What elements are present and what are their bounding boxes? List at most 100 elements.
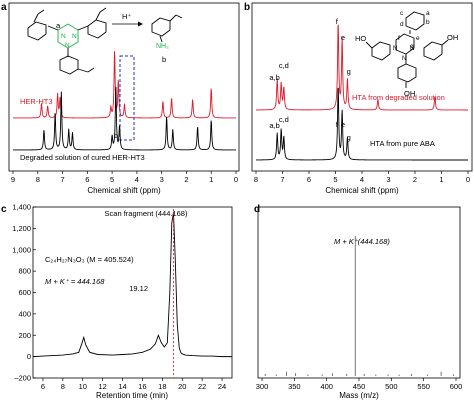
panel-a-reagent: H⁺ [122, 12, 131, 21]
panel-b-peak-label-6: c,d [279, 115, 289, 124]
panel-a-series-label-black: Degraded solution of cured HER-HT3 [20, 153, 145, 162]
panel-d-xtick-label-3: 450 [353, 382, 366, 391]
panel-c-letter: c [1, 204, 7, 215]
panel-b-peak-label-5: a,b [269, 121, 279, 130]
panel-c-ytick-label-2: 200 [18, 331, 31, 340]
panel-c-ytick-label-7: 1,200 [12, 224, 31, 233]
panel-d-xtick-label-5: 550 [417, 382, 430, 391]
panel-a-series-label-red: HER-HT3 [20, 97, 53, 106]
panel-d-xtick-label-2: 400 [320, 382, 333, 391]
panel-c-ytick-label-8: 1,400 [12, 203, 31, 212]
panel-a-xtick-label-2: 7 [60, 175, 64, 184]
panel-c-ion: M + K⁺ = 444.168 [45, 277, 105, 286]
panel-a-x-axis: 9 8 7 6 5 4 3 2 1 0 [11, 171, 238, 184]
panel-a-xtick-label-1: 8 [36, 175, 40, 184]
panel-c-xtick-label-2: 10 [79, 382, 87, 391]
panel-d-xtick-label-6: 600 [450, 382, 463, 391]
panel-a-frame [8, 2, 240, 172]
panel-a-arrow-head [138, 21, 143, 27]
panel-b-peak-label-4: g [347, 67, 351, 76]
panel-b-xtick-label-5: 3 [386, 175, 390, 184]
panel-a-product-structure [151, 14, 183, 43]
panel-a: a a N N N H⁺ [1, 2, 240, 195]
panel-d: d M + K⁺(444.168) 300 350 400 450 500 550 600 … [254, 204, 462, 400]
panel-d-xtick-label-4: 500 [385, 382, 398, 391]
panel-a-xtick-label-0: 9 [11, 175, 15, 184]
panel-d-x-axis: 300 350 400 450 500 550 600 [256, 378, 463, 391]
panel-d-peak-label: M + K⁺(444.168) [334, 237, 390, 246]
panel-b-series-label-black: HTA from pure ABA [370, 139, 435, 148]
panel-b-struct-c: c [400, 10, 404, 17]
panel-b-peak-label-1: c,d [279, 61, 289, 70]
panel-a-n-label-1: N [61, 33, 66, 40]
panel-b-oh-label-2: OH [404, 89, 415, 98]
panel-a-spectra [12, 51, 237, 151]
panel-b-xtick-label-6: 2 [413, 175, 417, 184]
panel-b-frame [251, 2, 473, 172]
panel-c-ytick-label-6: 1,000 [12, 245, 31, 254]
panel-c-xtick-label-6: 18 [158, 382, 166, 391]
panel-c-ytick-label-0: –200 [14, 374, 31, 383]
panel-b-series-0 [256, 24, 468, 111]
panel-a-xtick-label-9: 0 [234, 175, 238, 184]
panel-d-xtick-label-0: 300 [256, 382, 269, 391]
panel-c-xtick-label-9: 24 [218, 382, 226, 391]
panel-b-series-1 [256, 87, 468, 161]
panel-b-peak-label-7: f [336, 120, 339, 129]
panel-b-xlabel: Chemical shift (ppm) [325, 186, 399, 195]
panel-a-peak-marker: b [114, 131, 118, 140]
panel-a-highlight-box [119, 55, 135, 141]
panel-a-xlabel: Chemical shift (ppm) [87, 186, 161, 195]
panel-a-xtick-label-4: 5 [110, 175, 114, 184]
panel-c-xtick-label-4: 14 [118, 382, 126, 391]
panel-c-chromatogram [32, 209, 232, 378]
panel-b-peak-label-3: e [341, 33, 345, 42]
panel-a-structure-label-a: a [56, 21, 61, 30]
panel-c-xtick-label-0: 6 [41, 382, 45, 391]
panel-a-letter: a [1, 2, 7, 13]
panel-b-oh-label-1: OH [447, 33, 458, 42]
panel-c-xtick-label-8: 22 [198, 382, 206, 391]
panel-b-x-axis: 8 7 6 5 4 3 2 1 0 [254, 171, 470, 184]
panel-b-xtick-label-4: 4 [360, 175, 364, 184]
panel-b-peak-label-8: e [341, 120, 345, 129]
panel-c: c –200 0 200 400 600 800 1,000 1,200 1,400 6 8 10 12… [1, 203, 233, 400]
panel-a-xtick-label-3: 6 [85, 175, 89, 184]
panel-a-series-0 [12, 51, 236, 119]
panel-b-ho-label: HO [355, 34, 366, 43]
panel-a-n-label-3: N [65, 42, 70, 49]
panel-c-axes: –200 0 200 400 600 800 1,000 1,200 1,400 6 8 10 12 14… [12, 203, 226, 392]
panel-d-letter: d [254, 204, 260, 215]
panel-c-ytick-label-5: 800 [18, 267, 31, 276]
panel-b-n-label-1: N [393, 46, 397, 52]
panel-b-xtick-label-3: 5 [333, 175, 337, 184]
panel-d-xlabel: Mass (m/z) [339, 391, 379, 400]
panel-a-reactant-structure [27, 7, 107, 75]
panel-b-xtick-label-2: 6 [307, 175, 311, 184]
panel-b-structure [365, 11, 449, 88]
panel-c-ytick-label-3: 400 [18, 309, 31, 318]
panel-c-xtick-label-5: 16 [138, 382, 146, 391]
panel-a-product-label: b [162, 55, 166, 64]
panel-b-letter: b [244, 2, 250, 13]
panel-b-xtick-label-8: 0 [466, 175, 470, 184]
panel-b-series-label-red: HTA from degraded solution [352, 93, 445, 102]
panel-c-xtick-label-1: 8 [61, 382, 65, 391]
panel-a-series-1 [13, 86, 237, 151]
panel-b-struct-a: a [426, 10, 430, 17]
panel-c-ytick-label-1: 0 [27, 352, 31, 361]
panel-b-n-label-3: N [402, 56, 406, 62]
panel-c-xtick-label-3: 12 [98, 382, 106, 391]
panel-b-peak-label-2: f [336, 17, 339, 26]
panel-a-xtick-label-6: 3 [160, 175, 164, 184]
panel-b-struct-d: d [400, 21, 404, 28]
panel-a-xtick-label-7: 2 [184, 175, 188, 184]
panel-d-frame [257, 206, 461, 379]
panel-d-mass-spectrum [264, 236, 454, 376]
panel-c-peak-time: 19.12 [129, 284, 148, 293]
panel-b-struct-g: g [410, 43, 414, 50]
panel-a-xtick-label-8: 1 [209, 175, 213, 184]
panel-c-xlabel: Retention time (min) [96, 391, 168, 400]
panel-d-xtick-label-1: 350 [288, 382, 301, 391]
